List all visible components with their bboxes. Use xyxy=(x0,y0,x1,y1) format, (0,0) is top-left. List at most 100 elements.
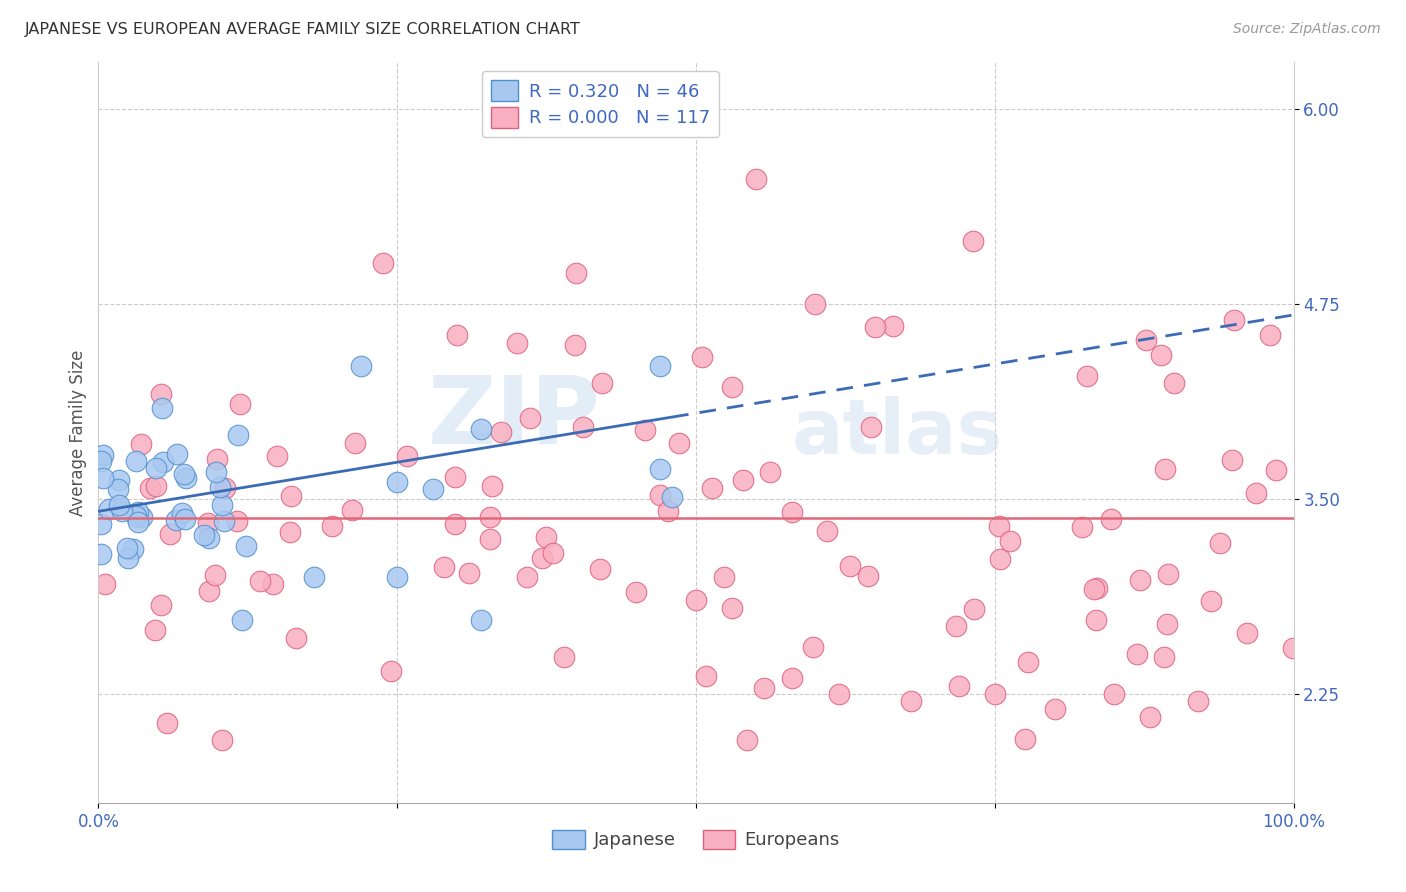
Point xyxy=(235,540,257,554)
Point xyxy=(380,664,402,678)
Point xyxy=(174,471,197,485)
Point xyxy=(1157,567,1180,582)
Point xyxy=(262,577,284,591)
Point xyxy=(828,687,851,701)
Point xyxy=(634,423,657,437)
Point xyxy=(695,669,717,683)
Point xyxy=(125,454,148,468)
Point xyxy=(1150,348,1173,362)
Point xyxy=(1085,581,1108,595)
Point xyxy=(1187,694,1209,708)
Point xyxy=(685,593,707,607)
Point xyxy=(211,498,233,512)
Point xyxy=(856,569,879,583)
Point xyxy=(229,397,252,411)
Text: atlas: atlas xyxy=(792,396,1002,469)
Point xyxy=(1126,648,1149,662)
Point xyxy=(249,574,271,588)
Legend: Japanese, Europeans: Japanese, Europeans xyxy=(546,823,846,856)
Point xyxy=(668,436,690,450)
Point xyxy=(945,619,967,633)
Point xyxy=(1244,485,1267,500)
Point xyxy=(371,255,394,269)
Point xyxy=(565,266,588,280)
Point xyxy=(1076,369,1098,384)
Point xyxy=(129,437,152,451)
Point xyxy=(385,475,409,490)
Point xyxy=(984,687,1007,701)
Point xyxy=(107,482,129,496)
Point xyxy=(117,551,139,566)
Point xyxy=(815,524,838,538)
Point xyxy=(735,733,758,747)
Point xyxy=(1236,626,1258,640)
Point xyxy=(152,455,174,469)
Point xyxy=(385,570,409,584)
Point xyxy=(648,488,671,502)
Point xyxy=(481,479,503,493)
Point xyxy=(90,547,112,561)
Point xyxy=(745,172,768,186)
Point xyxy=(91,471,114,485)
Point xyxy=(284,632,307,646)
Point xyxy=(205,465,228,479)
Point xyxy=(1139,710,1161,724)
Point xyxy=(225,514,247,528)
Point xyxy=(470,614,492,628)
Point xyxy=(1104,687,1126,701)
Point xyxy=(122,541,145,556)
Point xyxy=(1083,582,1105,596)
Point xyxy=(478,509,501,524)
Point xyxy=(530,551,553,566)
Text: ZIP: ZIP xyxy=(427,372,600,464)
Point xyxy=(211,732,233,747)
Point xyxy=(859,420,882,434)
Point xyxy=(127,505,149,519)
Point xyxy=(648,359,672,374)
Point xyxy=(127,515,149,529)
Text: Source: ZipAtlas.com: Source: ZipAtlas.com xyxy=(1233,22,1381,37)
Point xyxy=(197,516,219,530)
Point xyxy=(166,447,188,461)
Point xyxy=(803,640,825,655)
Point xyxy=(700,481,723,495)
Point xyxy=(1264,463,1286,477)
Point xyxy=(111,503,134,517)
Point xyxy=(657,503,679,517)
Point xyxy=(754,681,776,696)
Point xyxy=(782,504,804,518)
Point xyxy=(962,234,984,248)
Point xyxy=(350,359,373,374)
Point xyxy=(280,489,302,503)
Point xyxy=(541,546,564,560)
Point xyxy=(446,328,468,343)
Point xyxy=(571,420,593,434)
Point xyxy=(139,481,162,495)
Point xyxy=(553,649,575,664)
Point xyxy=(173,467,195,481)
Point xyxy=(758,465,780,479)
Point xyxy=(94,577,117,591)
Point xyxy=(948,679,970,693)
Point xyxy=(174,512,197,526)
Point xyxy=(1043,702,1066,716)
Point xyxy=(150,386,173,401)
Point xyxy=(1000,533,1022,548)
Point xyxy=(1129,573,1152,587)
Point xyxy=(1223,312,1246,326)
Point xyxy=(443,517,465,532)
Point xyxy=(1153,462,1175,476)
Point xyxy=(198,584,221,599)
Point xyxy=(209,480,232,494)
Point xyxy=(690,350,713,364)
Point xyxy=(193,528,215,542)
Point xyxy=(1258,328,1281,343)
Point xyxy=(214,481,236,495)
Point xyxy=(422,482,444,496)
Point xyxy=(1071,520,1094,534)
Point xyxy=(159,527,181,541)
Point xyxy=(145,461,167,475)
Point xyxy=(1099,512,1122,526)
Point xyxy=(145,479,167,493)
Point xyxy=(900,694,922,708)
